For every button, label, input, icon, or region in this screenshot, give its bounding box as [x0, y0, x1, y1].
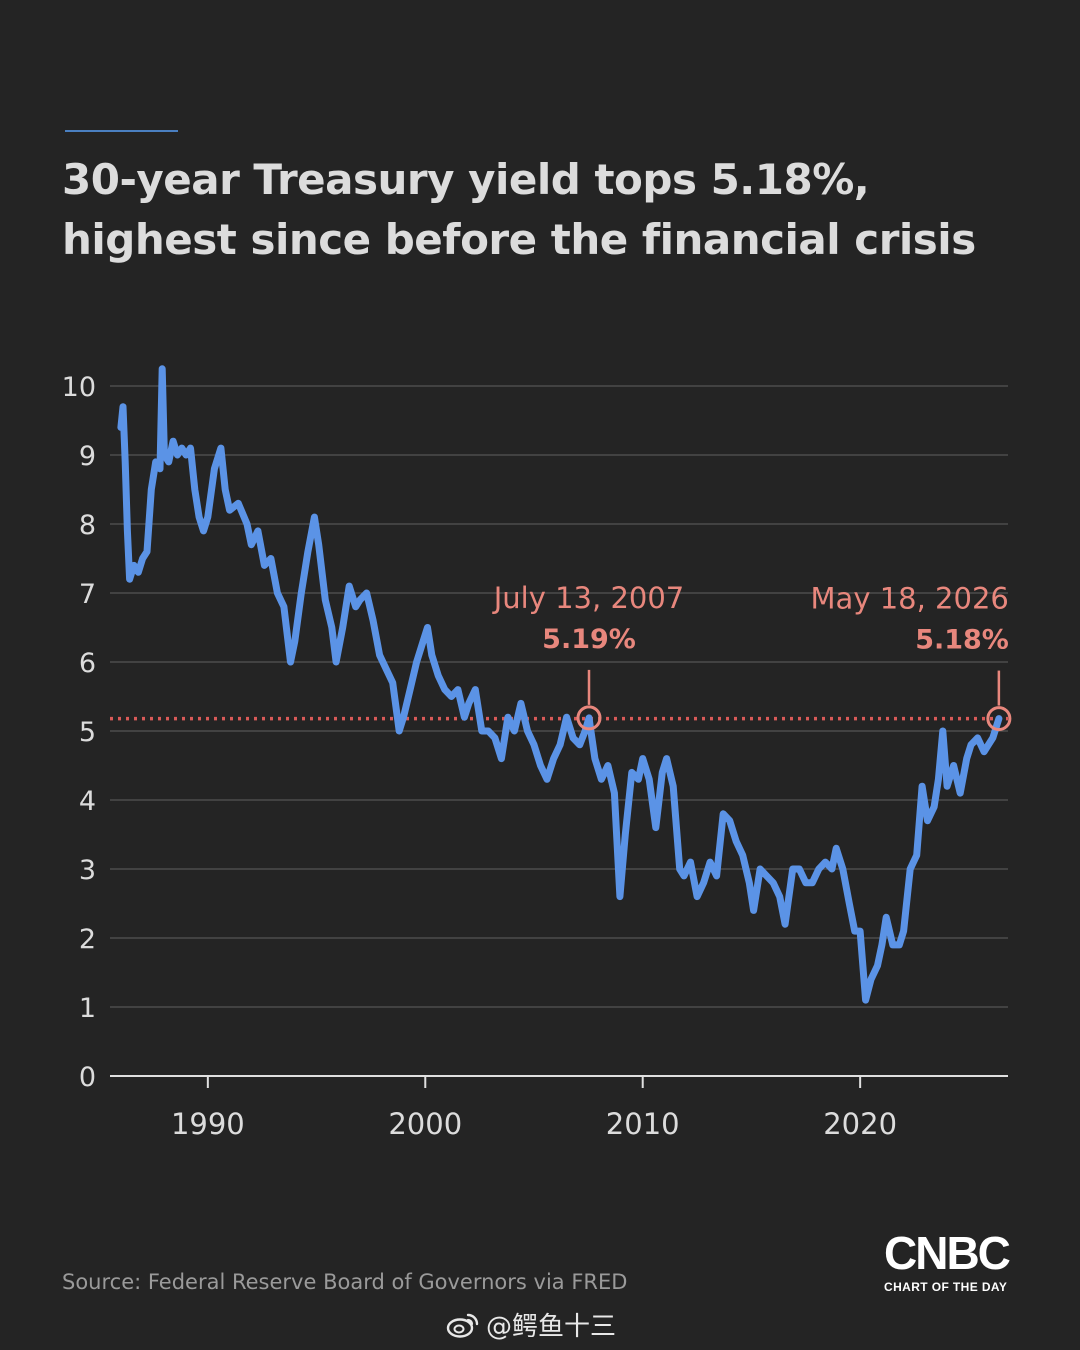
y-tick-label-5: 5 — [79, 717, 96, 748]
watermark-handle: @鳄鱼十三 — [486, 1312, 617, 1342]
y-tick-label-8: 8 — [79, 510, 96, 541]
x-axis: 1990 2000 2010 2020 — [110, 1075, 1008, 1141]
x-tick-label-2020: 2020 — [823, 1107, 897, 1141]
annotation-marker-1 — [986, 706, 1012, 732]
annotation-value-0: 5.19% — [542, 624, 636, 655]
annotation-date-0: July 13, 2007 — [492, 581, 685, 615]
chart-title: 30-year Treasury yield tops 5.18%, highe… — [62, 150, 1022, 270]
kicker-underline — [65, 130, 178, 132]
chart-canvas: 0 1 2 3 4 5 6 7 8 9 10 1990 2000 2010 2020 July 13, 2… — [62, 365, 1012, 1141]
annotation-group: July 13, 2007 5.19% May 18, 2026 5.18% — [492, 581, 1012, 732]
y-tick-label-7: 7 — [79, 579, 96, 610]
weibo-icon — [446, 1313, 479, 1338]
y-tick-label-3: 3 — [79, 855, 96, 886]
x-tick-label-2010: 2010 — [606, 1107, 680, 1141]
grid-lines — [110, 385, 1008, 1008]
y-axis-tick-labels: 0 1 2 3 4 5 6 7 8 9 10 — [62, 372, 96, 1093]
cnbc-logo: CNBC CHART OF THE DAY — [884, 1228, 1024, 1294]
annotation-value-1: 5.18% — [915, 625, 1009, 656]
source-note: Source: Federal Reserve Board of Governo… — [62, 1270, 628, 1294]
x-tick-label-2000: 2000 — [388, 1107, 462, 1141]
y-tick-label-9: 9 — [79, 441, 96, 472]
series-group — [117, 365, 1003, 1004]
y-tick-label-2: 2 — [79, 924, 96, 955]
title-line-2: highest since before the financial crisi… — [62, 215, 976, 264]
y-tick-label-10: 10 — [62, 372, 96, 403]
y-tick-label-6: 6 — [79, 648, 96, 679]
y-tick-label-1: 1 — [79, 993, 96, 1024]
annotation-marker-0 — [576, 705, 602, 731]
annotation-date-1: May 18, 2026 — [811, 582, 1009, 616]
x-tick-label-1990: 1990 — [171, 1107, 245, 1141]
y-tick-label-4: 4 — [79, 786, 96, 817]
watermark: @鳄鱼十三 — [446, 1306, 616, 1343]
title-line-1: 30-year Treasury yield tops 5.18%, — [62, 155, 870, 204]
logo-wordmark: CNBC — [884, 1227, 1011, 1279]
y-tick-label-0: 0 — [79, 1062, 96, 1093]
series-line-0 — [117, 365, 1003, 1004]
logo-subtitle: CHART OF THE DAY — [884, 1280, 1008, 1294]
